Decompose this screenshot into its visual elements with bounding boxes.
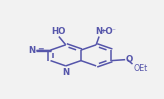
Text: HO: HO (51, 27, 65, 36)
Text: N: N (62, 68, 69, 77)
Text: O: O (126, 55, 133, 64)
Text: OEt: OEt (133, 64, 148, 73)
Text: +: + (101, 28, 106, 34)
Text: N: N (95, 27, 103, 36)
Text: ·O: ·O (102, 27, 113, 36)
Text: N: N (28, 46, 35, 55)
Text: ⁻: ⁻ (112, 28, 115, 34)
Text: ≡: ≡ (38, 45, 44, 54)
